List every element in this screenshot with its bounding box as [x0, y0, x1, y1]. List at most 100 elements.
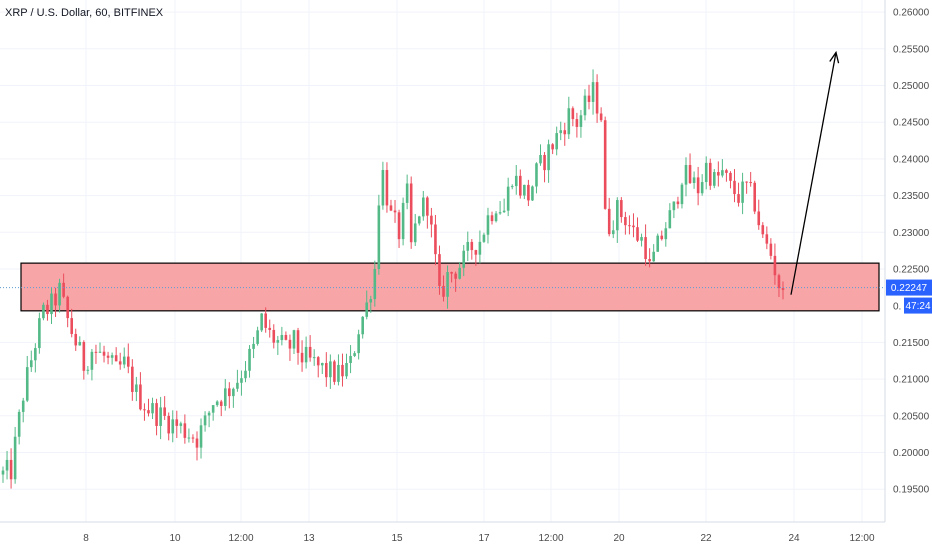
- candle: [131, 359, 134, 401]
- candle: [765, 226, 769, 250]
- candle-body: [486, 215, 490, 235]
- candle: [195, 431, 199, 461]
- candle-body: [106, 355, 110, 358]
- candle: [66, 295, 69, 328]
- candle: [741, 172, 744, 215]
- candle: [660, 230, 664, 241]
- candle: [607, 197, 611, 237]
- candle-body: [203, 415, 207, 426]
- candle-body: [417, 216, 421, 224]
- candle-body: [175, 419, 179, 426]
- x-tick-label: 22: [700, 533, 712, 544]
- candle-body: [50, 293, 53, 315]
- candle-body: [632, 225, 635, 228]
- candle: [349, 345, 352, 374]
- candle-body: [191, 437, 195, 439]
- candle: [248, 345, 251, 378]
- candle-body: [438, 254, 441, 286]
- candle-body: [66, 296, 69, 319]
- candle: [757, 199, 761, 230]
- candle: [187, 428, 191, 443]
- candle: [139, 372, 142, 411]
- candle: [624, 211, 627, 235]
- candle-body: [680, 184, 684, 205]
- candle: [389, 199, 393, 212]
- candle: [167, 412, 170, 441]
- candle-body: [223, 388, 227, 406]
- candle-body: [276, 340, 280, 343]
- candle: [563, 122, 567, 146]
- candle: [272, 324, 276, 349]
- candle-body: [252, 343, 255, 349]
- candle: [280, 326, 284, 346]
- candle-body: [377, 205, 381, 270]
- candle-body: [628, 225, 631, 227]
- candle: [252, 336, 255, 359]
- candle-body: [462, 250, 466, 268]
- candle: [5, 450, 9, 480]
- y-tick-label: 0.19500: [893, 485, 930, 496]
- x-tick-label: 20: [613, 533, 625, 544]
- candle: [498, 201, 502, 215]
- candle-body: [616, 200, 619, 231]
- candle: [284, 331, 288, 341]
- candle: [94, 344, 98, 364]
- candle: [555, 126, 558, 156]
- candle-body: [122, 356, 126, 365]
- candle-body: [405, 183, 409, 203]
- candle-body: [369, 299, 373, 303]
- candle: [470, 239, 474, 260]
- candle: [486, 207, 490, 244]
- candle: [329, 354, 332, 389]
- candle: [587, 84, 591, 110]
- candle: [648, 248, 651, 268]
- candle-body: [510, 186, 514, 188]
- x-tick-label: 12:00: [228, 533, 253, 544]
- candle: [296, 327, 300, 365]
- candle: [268, 319, 272, 338]
- candle-body: [337, 364, 340, 382]
- candle: [381, 161, 385, 210]
- candle-body: [280, 334, 284, 341]
- candle-body: [353, 353, 356, 356]
- candle-body: [458, 267, 461, 279]
- candle-body: [664, 228, 668, 240]
- candle: [664, 222, 668, 247]
- candle-body: [490, 215, 494, 222]
- candle: [333, 359, 336, 385]
- candle-body: [118, 361, 122, 365]
- candle: [74, 328, 78, 351]
- candle-body: [143, 409, 146, 411]
- candle-body: [94, 351, 98, 353]
- candle: [316, 356, 320, 378]
- candle: [9, 448, 13, 489]
- candle-body: [422, 197, 425, 217]
- price-line-layer: 0.22247 0. 47:24: [0, 279, 932, 314]
- candle: [276, 335, 280, 356]
- x-tick-label: 17: [478, 533, 490, 544]
- candle: [717, 161, 720, 187]
- candle-body: [506, 186, 510, 211]
- candle: [409, 176, 413, 249]
- candle: [17, 409, 21, 445]
- candle: [781, 281, 785, 300]
- candle: [676, 196, 680, 209]
- candle: [644, 224, 647, 266]
- candle-body: [183, 423, 187, 438]
- candle-body: [761, 225, 765, 235]
- candle-body: [765, 234, 769, 244]
- candle: [599, 107, 603, 122]
- candle: [244, 361, 247, 383]
- candle: [579, 109, 583, 138]
- candle: [98, 342, 102, 353]
- candle: [122, 347, 126, 369]
- candle-body: [434, 224, 437, 255]
- candle-body: [357, 334, 360, 354]
- candle-body: [430, 215, 433, 225]
- candle: [308, 335, 312, 362]
- y-tick-label: 0.26000: [893, 8, 930, 19]
- candle: [191, 434, 195, 443]
- candle-body: [543, 155, 546, 171]
